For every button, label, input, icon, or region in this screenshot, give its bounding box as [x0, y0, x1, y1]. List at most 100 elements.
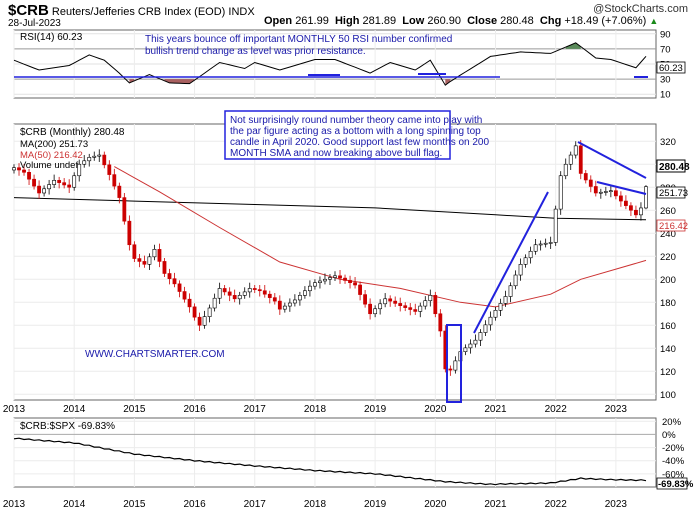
- candle-body: [618, 195, 623, 202]
- year-label-bottom: 2016: [183, 499, 206, 510]
- candle-body: [27, 172, 31, 180]
- candle-body: [32, 178, 36, 187]
- candle-body: [644, 186, 648, 209]
- low-label: Low: [402, 15, 425, 27]
- ohlc-readout: Open 261.99 High 281.89 Low 260.90 Close…: [264, 15, 658, 27]
- candle-body: [338, 275, 342, 279]
- ratio-tick-label: -40%: [662, 456, 685, 467]
- price-annotation-line4: MONTH SMA and now breaking above bull fl…: [230, 148, 442, 159]
- candle-body: [428, 295, 433, 302]
- candle-body: [478, 332, 483, 341]
- candle-body: [162, 261, 167, 274]
- close-value: 280.48: [500, 15, 534, 27]
- year-label-mid: 2021: [484, 404, 507, 415]
- price-tick-label: 140: [660, 344, 676, 355]
- price-tick-label: 240: [660, 229, 676, 240]
- candle-body: [252, 288, 257, 290]
- candle-body: [247, 288, 252, 293]
- candle-body: [272, 297, 277, 302]
- candle-body: [503, 296, 508, 304]
- candle-body: [423, 300, 428, 307]
- candle-body: [639, 207, 643, 216]
- candle-body: [277, 300, 282, 310]
- candle-body: [508, 285, 513, 297]
- candle-body: [12, 167, 16, 171]
- year-label-mid: 2017: [244, 404, 267, 415]
- candle-body: [147, 256, 152, 265]
- year-label-mid: 2018: [304, 404, 327, 415]
- candle-body: [488, 316, 493, 326]
- candle-body: [303, 290, 307, 296]
- ratio-value-tag: -69.83%: [658, 479, 694, 490]
- candle-body: [403, 305, 408, 308]
- ratio-tick-label: -20%: [662, 443, 685, 454]
- year-label-mid: 2014: [63, 404, 86, 415]
- ma200-tag: 251.73: [659, 188, 688, 199]
- website-watermark: WWW.CHARTSMARTER.COM: [85, 349, 225, 360]
- candle-body: [373, 308, 378, 315]
- price-tick-label: 260: [660, 206, 676, 217]
- rsi-panel: RSI(14) 60.23 9070503010 60.23 This year…: [13, 29, 686, 101]
- close-label: Close: [467, 15, 498, 27]
- candle-body: [413, 309, 418, 312]
- price-label: $CRB (Monthly) 280.48: [20, 127, 125, 138]
- ratio-value-tag-box: [656, 477, 688, 490]
- chart-date: 28-Jul-2023: [8, 18, 61, 29]
- candle-body: [608, 190, 613, 192]
- year-label-bottom: 2023: [605, 499, 628, 510]
- ratio-panel: 20% 0% -20% -40% -60% $CRB:$SPX -69.83% -69.…: [13, 417, 694, 490]
- uptrend-line: [473, 191, 549, 334]
- open-value: 261.99: [295, 15, 329, 27]
- candle-body: [57, 180, 62, 183]
- candle-body: [177, 283, 182, 292]
- candle-body: [112, 174, 117, 187]
- year-label-mid: 2015: [123, 404, 146, 415]
- candle-body: [363, 294, 367, 305]
- up-arrow-icon: ▲: [649, 16, 659, 26]
- candle-body: [468, 343, 473, 349]
- candle-body: [232, 295, 237, 300]
- candle-body: [433, 295, 438, 315]
- candle-body: [62, 182, 67, 186]
- candle-body: [102, 154, 107, 166]
- candle-body: [343, 277, 347, 281]
- candle-body: [634, 209, 638, 216]
- year-label-bottom: 2018: [304, 499, 327, 510]
- candle-body: [408, 307, 413, 310]
- ma200-tag-box: [656, 186, 686, 199]
- candle-body: [348, 280, 352, 283]
- candle-body: [142, 261, 147, 265]
- candle-body: [197, 316, 202, 326]
- ratio-panel-frame: [13, 417, 657, 488]
- year-label-mid: 2023: [605, 404, 628, 415]
- candle-body: [398, 303, 403, 306]
- year-label-mid: 2020: [424, 404, 447, 415]
- candle-body: [47, 184, 52, 190]
- rsi-tick-label: 10: [660, 90, 671, 101]
- rsi-annotation-line1: This years bounce off important MONTHLY …: [145, 34, 452, 45]
- year-label-mid: 2013: [3, 404, 26, 415]
- ma200-legend: MA(200) 251.73: [20, 139, 88, 150]
- candle-body: [613, 190, 618, 197]
- price-annotation-box: [224, 110, 451, 160]
- year-label-bottom: 2022: [545, 499, 568, 510]
- candle-body: [82, 160, 87, 165]
- candle-body: [37, 185, 41, 194]
- price-tick-label: 120: [660, 367, 676, 378]
- candle-body: [267, 293, 272, 298]
- price-annotation-line1: Not surprisingly round number theory cam…: [230, 115, 482, 126]
- candle-body: [152, 249, 157, 258]
- volume-legend: Volume undef: [20, 160, 78, 171]
- year-label-mid: 2019: [364, 404, 387, 415]
- candle-body: [438, 313, 443, 332]
- candle-body: [192, 306, 197, 318]
- candle-body: [287, 302, 292, 307]
- candle-body: [378, 303, 383, 310]
- rsi-tick-label: 90: [660, 29, 671, 40]
- candle-body: [463, 347, 468, 353]
- candle-body: [498, 303, 503, 311]
- candle-body: [558, 175, 563, 210]
- candle-body: [202, 316, 207, 326]
- price-panel: 320300280260240220200180160140120100 $CR…: [12, 110, 690, 403]
- price-tick-label: 160: [660, 321, 676, 332]
